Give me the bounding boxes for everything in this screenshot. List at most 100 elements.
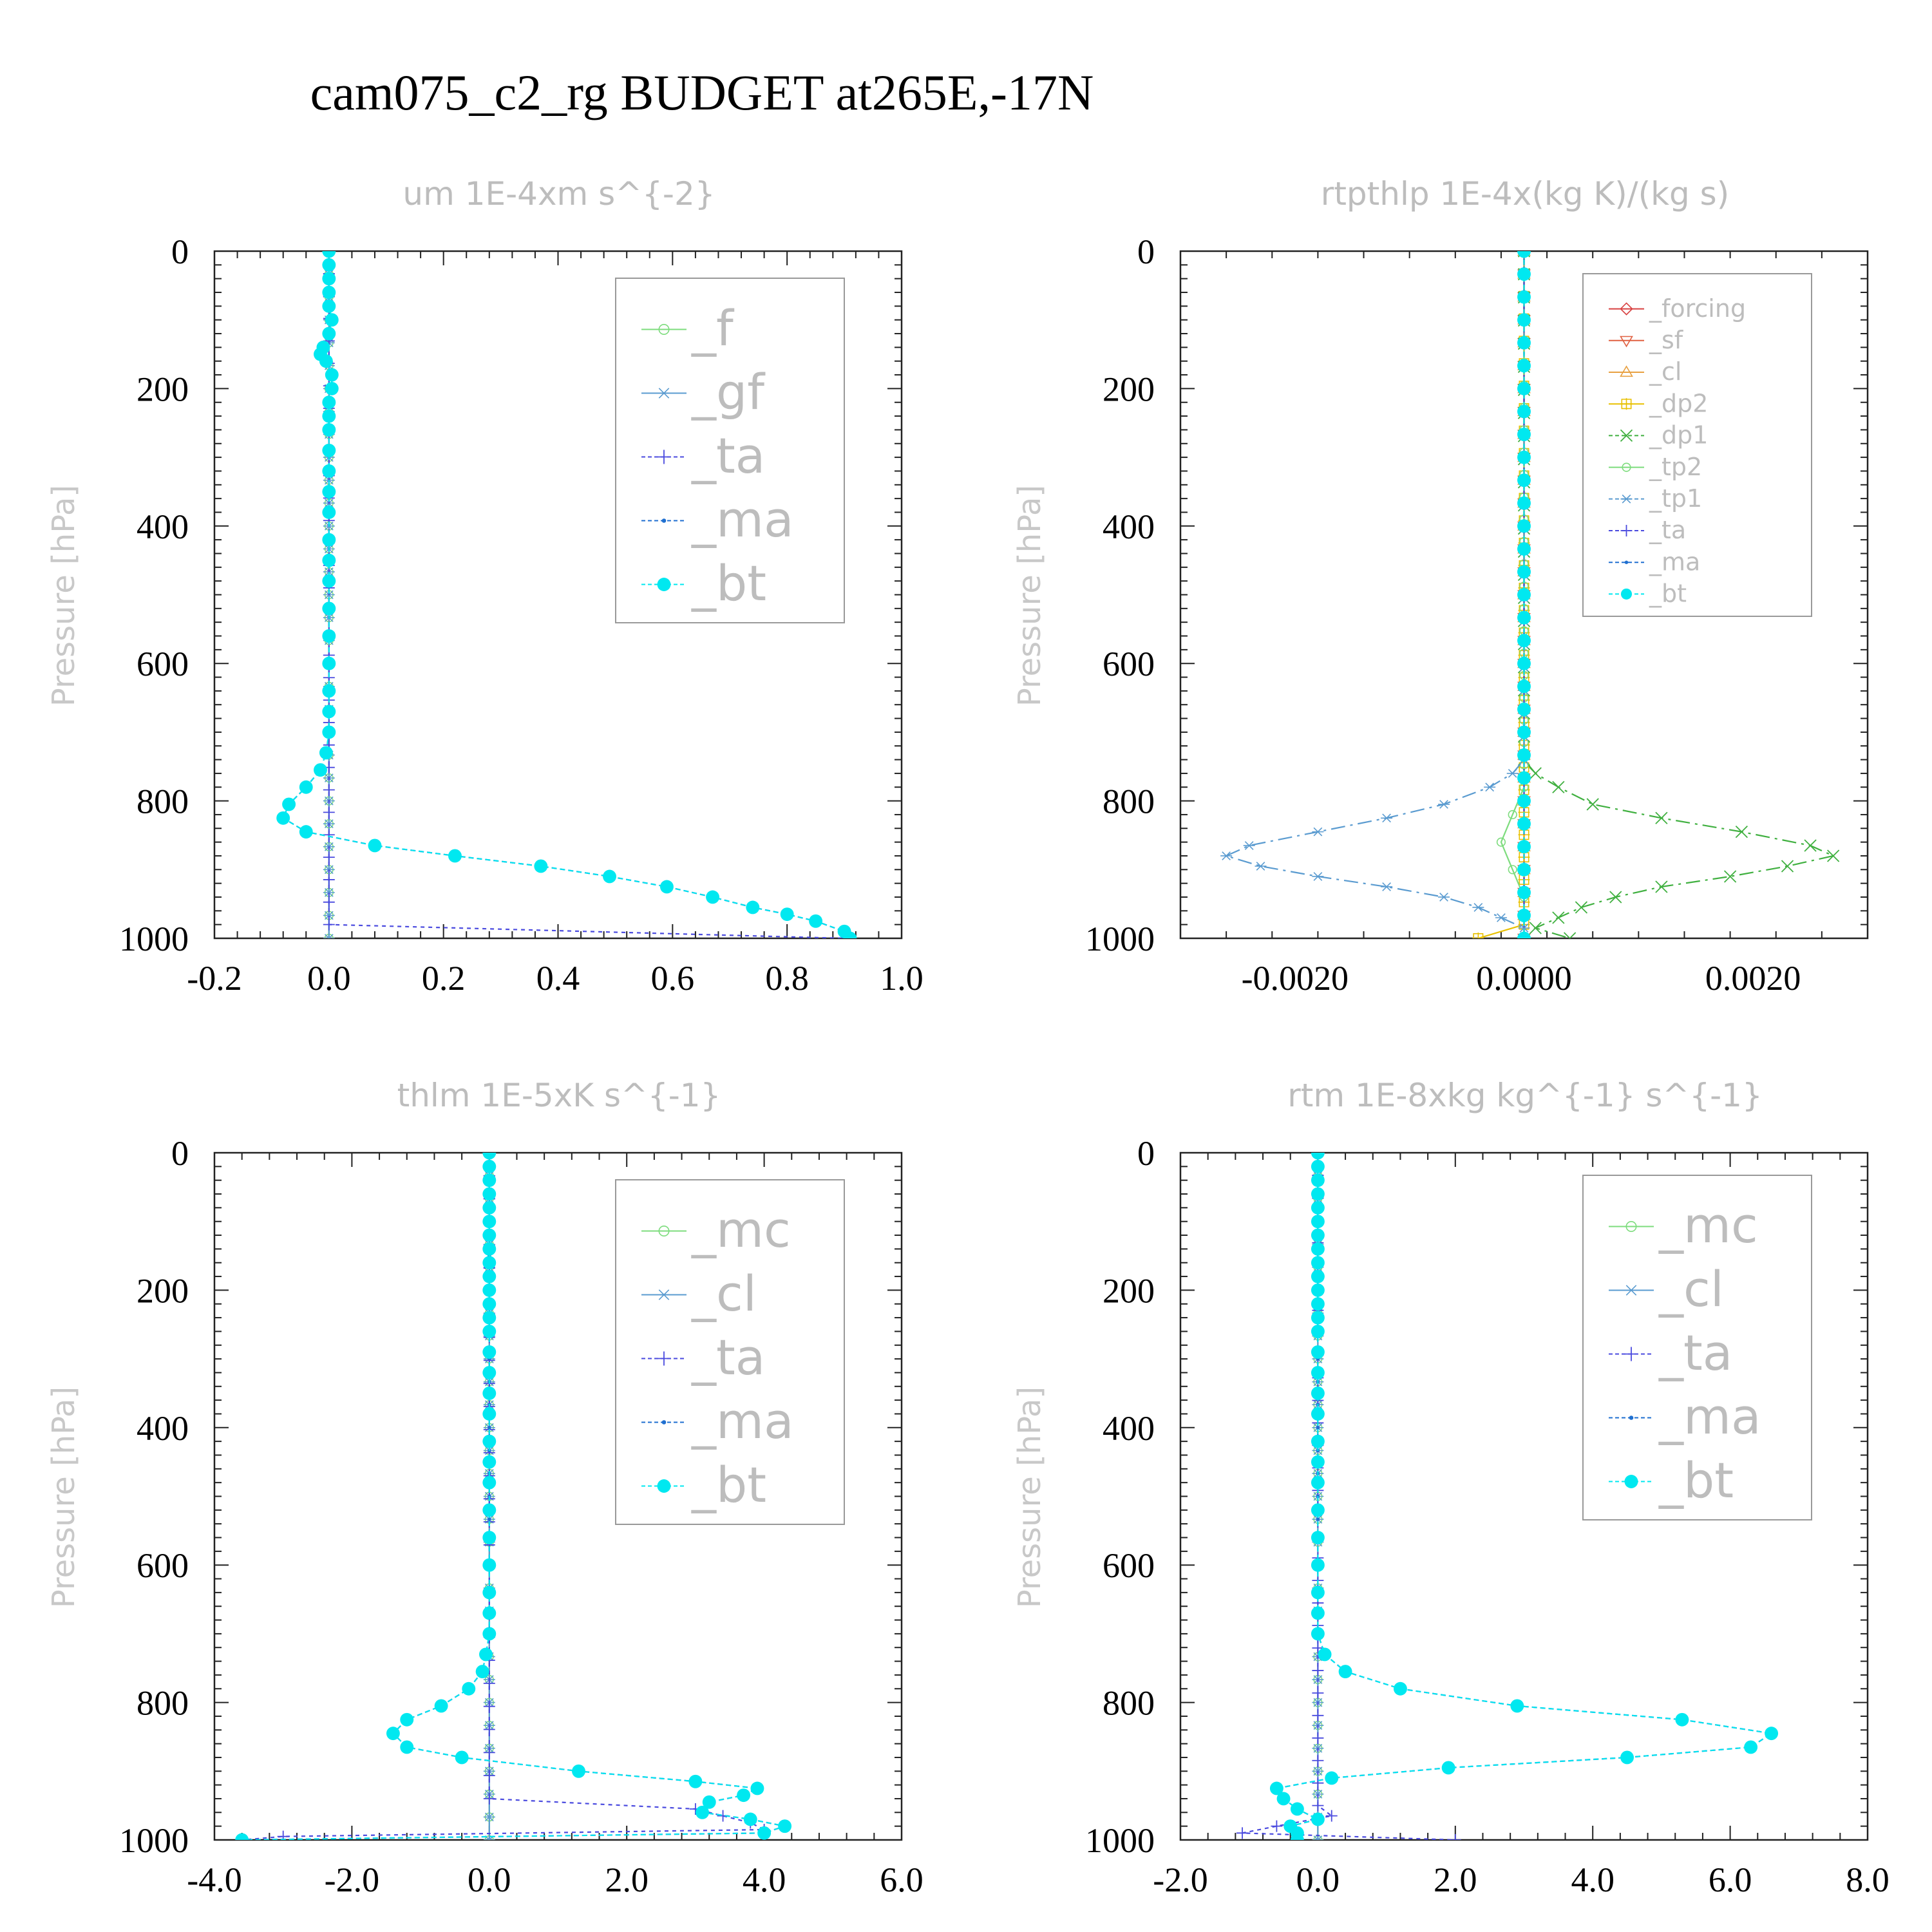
legend-item: _ma [641, 491, 794, 548]
legend-marker [657, 578, 671, 591]
y-axis-label-um: Pressure [hPa] [46, 485, 82, 706]
legend-item: _f [641, 299, 735, 357]
y-tick-label: 200 [1103, 370, 1155, 408]
y-axis-label-thlm: Pressure [hPa] [46, 1387, 82, 1608]
data-point [1311, 1365, 1325, 1379]
x-tick-label: 0.2 [422, 959, 466, 998]
y-tick-label: 1000 [119, 1821, 189, 1860]
legend-label: _mc [1658, 1197, 1758, 1254]
legend-label: _mc [691, 1201, 791, 1258]
data-point [482, 1531, 497, 1544]
data-point [1517, 702, 1531, 716]
data-point [482, 1503, 497, 1517]
y-tick-label: 400 [137, 1409, 189, 1448]
data-point [400, 1712, 414, 1727]
x-tick-label: 0.0 [307, 959, 351, 998]
panel-rtpthlp: rtpthlp 1E-4x(kg K)/(kg s) Pressure [hPa… [1012, 175, 1869, 998]
data-point [322, 258, 336, 272]
legend-item: _sf [1609, 326, 1684, 354]
x-tick-label: 0.0000 [1476, 959, 1572, 998]
data-point [1438, 893, 1450, 902]
legend-label: _ta [1649, 516, 1686, 544]
y-tick-label: 800 [137, 1684, 189, 1723]
data-point [322, 409, 336, 423]
data-point [483, 1792, 495, 1804]
data-point [325, 381, 339, 395]
series-line [1224, 251, 1525, 938]
data-point [1620, 1750, 1634, 1765]
data-point [482, 1311, 497, 1325]
data-point [482, 1256, 497, 1270]
y-axis: 0 200 400 600 800 1000 [119, 1134, 902, 1860]
data-point [1723, 870, 1737, 883]
legend-item: _bt [641, 554, 766, 612]
legend-label: _sf [1649, 326, 1684, 354]
x-tick-label: -4.0 [187, 1861, 242, 1899]
data-point [1311, 1627, 1325, 1641]
legend-label: _cl [1658, 1260, 1724, 1318]
data-point [1517, 725, 1531, 739]
legend-label: _gf [691, 363, 766, 421]
data-point [1575, 901, 1588, 914]
data-point [482, 1387, 497, 1400]
data-point [482, 1586, 497, 1600]
data-point [1517, 313, 1531, 327]
data-point [1495, 913, 1507, 922]
x-tick-label: -2.0 [1153, 1861, 1208, 1899]
y-tick-label: 800 [137, 782, 189, 821]
data-point [1517, 588, 1531, 601]
data-point [1311, 1187, 1325, 1201]
legend-marker [1620, 525, 1633, 536]
panel-title-rtpthlp: rtpthlp 1E-4x(kg K)/(kg s) [1321, 175, 1729, 213]
data-point [1311, 1283, 1325, 1297]
data-point [1311, 1269, 1325, 1283]
series-line [1478, 251, 1525, 938]
data-point [322, 443, 336, 457]
y-tick-label: 1000 [1085, 1821, 1155, 1860]
data-point [322, 553, 336, 567]
data-point [1472, 933, 1484, 938]
legend-item: _ta [641, 427, 765, 484]
data-point [322, 422, 336, 437]
series-line [1523, 251, 1836, 938]
data-point [1311, 1242, 1325, 1256]
legend-marker [1624, 560, 1629, 564]
data-point [1517, 656, 1531, 670]
legend-item: _cl [641, 1265, 757, 1322]
data-point [482, 1345, 497, 1359]
legend-item: _ta [641, 1329, 765, 1386]
data-point [1586, 798, 1599, 811]
data-point [572, 1764, 585, 1778]
y-tick-label: 0 [1137, 232, 1155, 271]
y-tick-label: 1000 [1085, 920, 1155, 958]
x-axis: -0.2 0.0 0.2 0.4 0.6 0.8 1.0 [187, 251, 923, 998]
legend-item: _bt [641, 1456, 766, 1513]
x-tick-label: 0.0020 [1705, 959, 1801, 998]
legend-marker [658, 323, 670, 335]
data-point [1312, 1799, 1324, 1812]
data-point [1517, 840, 1531, 854]
legend-marker [1622, 462, 1631, 472]
legend-item: _gf [641, 363, 766, 421]
legend-label: _tp2 [1649, 453, 1702, 481]
x-tick-label: 0.6 [651, 959, 695, 998]
data-point [325, 313, 339, 327]
legend-label: _ma [691, 1392, 794, 1450]
legend-marker [658, 1226, 670, 1237]
legend-marker [1620, 588, 1633, 600]
data-point [323, 934, 335, 938]
data-point [1517, 336, 1531, 350]
data-point [603, 869, 616, 884]
legend-item: _tp2 [1609, 453, 1702, 481]
data-point [1393, 1681, 1407, 1696]
legend-marker [1620, 336, 1633, 348]
data-point [1506, 769, 1519, 778]
legend-item: _ma [1609, 547, 1700, 576]
data-point [1517, 359, 1531, 373]
data-point [322, 574, 336, 588]
data-point [1311, 1531, 1325, 1544]
data-point [1517, 794, 1531, 808]
data-point [322, 506, 336, 519]
legend-marker [1620, 302, 1633, 316]
